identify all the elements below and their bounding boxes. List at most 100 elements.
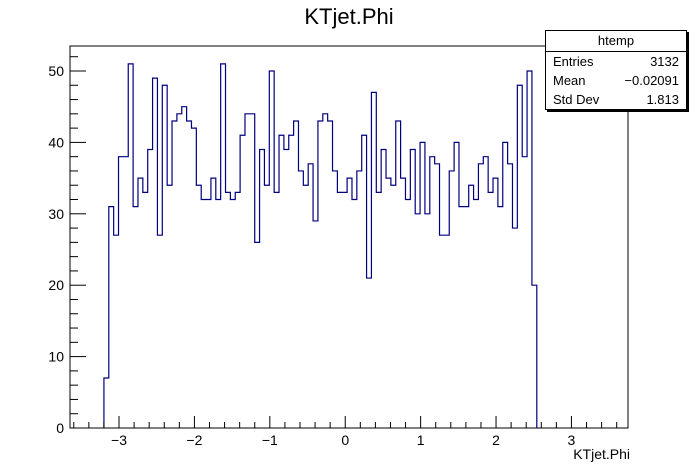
histogram-bin (493, 178, 498, 428)
histogram-bin (264, 185, 269, 428)
stats-box: htemp Entries 3132 Mean −0.02091 Std Dev… (545, 30, 687, 110)
histogram-bin (172, 121, 177, 428)
x-tick-label: 3 (568, 432, 576, 448)
histogram-bin (376, 192, 381, 428)
histogram-bin (342, 192, 347, 428)
histogram-bin (323, 114, 328, 428)
x-tick-label: 1 (417, 432, 425, 448)
histogram-bin (143, 192, 148, 428)
histogram-bin (191, 128, 196, 428)
histogram-bin (478, 164, 483, 428)
histogram-bin (449, 171, 454, 428)
histogram-bin (187, 121, 192, 428)
stats-label: Mean (553, 73, 586, 88)
histogram-bin (503, 142, 508, 428)
plot-border (69, 45, 629, 429)
stats-label: Entries (553, 54, 594, 69)
histogram-bin (201, 200, 206, 428)
histogram-bin (517, 85, 522, 428)
histogram-bin (527, 71, 532, 428)
histogram-bin (255, 242, 260, 428)
histogram-bin (420, 142, 425, 428)
histogram-bin (391, 185, 396, 428)
histogram-bin (221, 64, 226, 428)
histogram-bin (347, 178, 352, 428)
histogram-bin (133, 207, 138, 428)
histogram-bin (381, 150, 386, 428)
histogram-bin (308, 164, 313, 428)
histogram-bin (488, 192, 493, 428)
x-tick-label: −2 (186, 432, 202, 448)
histogram-bin (367, 278, 372, 428)
histogram-bin (352, 200, 357, 428)
histogram-bin (284, 150, 289, 428)
histogram-bin (440, 235, 445, 428)
histogram-bin (196, 185, 201, 428)
histogram-bin (167, 185, 172, 428)
histogram-line (103, 63, 538, 428)
histogram-bin (425, 214, 430, 428)
histogram-bin (128, 64, 133, 428)
histogram-bin (435, 164, 440, 428)
histogram-bin (250, 114, 255, 428)
histogram-bin (235, 192, 240, 428)
histogram-bin (337, 192, 342, 428)
histogram-bin (328, 121, 333, 428)
x-axis-ticks: −3 −2 −1 0 1 2 3 (73, 416, 618, 448)
histogram-bin (371, 92, 376, 428)
histogram-bin (153, 78, 158, 428)
x-tick-label: 0 (341, 432, 349, 448)
histogram-bin (512, 228, 517, 428)
x-tick-label: −3 (111, 432, 127, 448)
histogram-bin (119, 157, 124, 428)
histogram-bin (454, 142, 459, 428)
y-axis-ticks: 0 10 20 30 40 50 (48, 56, 86, 436)
y-tick-label: 20 (48, 277, 64, 293)
histogram-bin (206, 200, 211, 428)
histogram-bin (289, 135, 294, 428)
stats-row-entries: Entries 3132 (546, 52, 686, 71)
stats-value: 3132 (650, 54, 679, 69)
histogram-bin (157, 235, 162, 428)
histogram-bin (109, 207, 114, 428)
histogram-bin (474, 200, 479, 428)
y-tick-label: 30 (48, 206, 64, 222)
histogram-bin (444, 235, 449, 428)
histogram-bin (532, 285, 537, 428)
histogram-bin (469, 185, 474, 428)
histogram-bin (269, 71, 274, 428)
histogram-bin (522, 157, 527, 428)
histogram-bin (104, 378, 109, 428)
histogram-bin (318, 121, 323, 428)
stats-row-mean: Mean −0.02091 (546, 71, 686, 90)
histogram-bin (123, 157, 128, 428)
histogram-bin (114, 235, 119, 428)
histogram-bin (303, 185, 308, 428)
histogram-bin (362, 135, 367, 428)
histogram-bin (177, 114, 182, 428)
stats-header: htemp (546, 31, 686, 52)
histogram-bin (162, 85, 167, 428)
stats-row-stddev: Std Dev 1.813 (546, 90, 686, 109)
histogram-bin (240, 135, 245, 428)
histogram-bin (216, 200, 221, 428)
x-tick-label: 2 (492, 432, 500, 448)
x-axis-title: KTjet.Phi (573, 446, 630, 462)
histogram-bin (483, 157, 488, 428)
y-tick-label: 50 (48, 63, 64, 79)
histogram-bin (396, 121, 401, 428)
histogram-series (103, 63, 538, 428)
histogram-bin (464, 207, 469, 428)
histogram-bin (508, 164, 513, 428)
histogram-bin (430, 157, 435, 428)
y-tick-label: 10 (48, 349, 64, 365)
histogram-bin (333, 171, 338, 428)
histogram-bin (459, 207, 464, 428)
histogram-bin (226, 192, 231, 428)
histogram-bin (138, 178, 143, 428)
histogram-bin (410, 150, 415, 428)
histogram-bin (415, 214, 420, 428)
histogram-bin (294, 121, 299, 428)
histogram-bin (279, 135, 284, 428)
